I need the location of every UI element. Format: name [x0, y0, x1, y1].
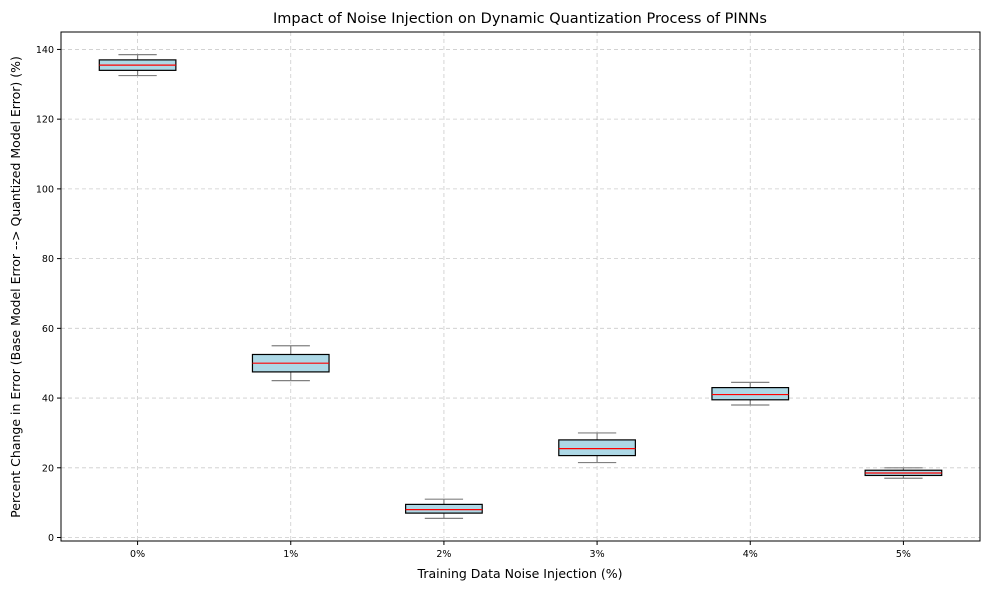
- y-tick-label: 0: [48, 533, 54, 544]
- chart-title: Impact of Noise Injection on Dynamic Qua…: [273, 11, 767, 27]
- box-4: [711, 381, 790, 406]
- box-1: [251, 345, 330, 382]
- plot-frame: [60, 31, 981, 542]
- y-tick-label: 140: [36, 45, 54, 56]
- y-tick-label: 120: [36, 115, 54, 126]
- x-tick-label: 1%: [283, 549, 298, 560]
- x-tick-label: 3%: [590, 549, 605, 560]
- box-2: [405, 498, 483, 519]
- box-body: [711, 387, 790, 401]
- y-tick-label: 60: [42, 324, 54, 335]
- y-tick-label: 80: [42, 254, 54, 265]
- box-body: [558, 439, 636, 457]
- box-5: [864, 467, 943, 479]
- x-tick-label: 0%: [130, 549, 145, 560]
- y-tick-label: 100: [36, 184, 54, 195]
- boxes: [98, 54, 943, 519]
- x-axis-label: Training Data Noise Injection (%): [417, 566, 623, 581]
- x-tick-label: 2%: [436, 549, 451, 560]
- y-tick-label: 40: [42, 394, 54, 405]
- y-axis-ticks: 0 20 40 60 80 100 120 140: [36, 45, 61, 544]
- grid: [61, 32, 980, 541]
- x-tick-label: 5%: [896, 549, 911, 560]
- box-3: [558, 432, 636, 464]
- x-axis-ticks: 0% 1% 2% 3% 4% 5%: [130, 541, 911, 560]
- y-tick-label: 20: [42, 463, 54, 474]
- box-body: [405, 503, 483, 514]
- x-tick-label: 4%: [743, 549, 758, 560]
- box-0: [98, 54, 177, 77]
- y-axis-label: Percent Change in Error (Base Model Erro…: [8, 56, 23, 518]
